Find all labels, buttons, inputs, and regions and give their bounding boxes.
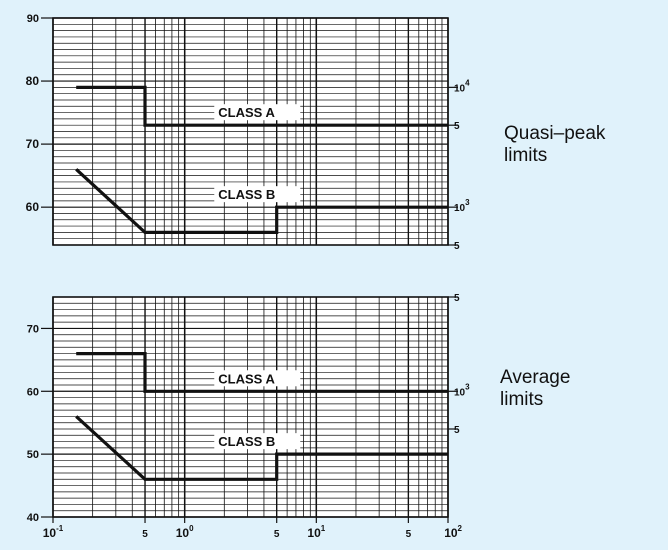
series-label: CLASS A (218, 371, 275, 386)
right-tick-label: 5 (454, 241, 460, 252)
y-tick-label: 70 (26, 137, 40, 151)
y-tick-label: 70 (27, 323, 39, 335)
series-label-bg (214, 370, 301, 387)
series-label-bg (214, 104, 301, 121)
series-label: CLASS B (218, 434, 275, 449)
x-tick-label: 5 (142, 529, 148, 540)
plot-area (53, 297, 448, 517)
series-line-class-a (76, 352, 448, 393)
series-label-bg (214, 186, 301, 203)
right-tick-label: 5 (454, 425, 460, 436)
right-tick-label: 5 (454, 121, 460, 132)
series-line-class-b (75, 168, 448, 234)
series-label: CLASS A (218, 105, 275, 120)
panel-side-label: Quasi–peak limits (504, 123, 606, 166)
right-tick-label: 5 (454, 293, 460, 304)
x-tick-label: 5 (406, 529, 412, 540)
y-tick-label: 50 (27, 449, 39, 461)
panel-side-label: Average limits (500, 367, 570, 410)
y-tick-label: 60 (27, 386, 39, 398)
right-tick-label: 104 (454, 78, 470, 94)
series-line-class-a (76, 85, 448, 127)
x-tick-label: 10-1 (43, 524, 64, 540)
chart-panel-2: 70 60 50 40 5 103 5 CLASS A CLASS B Average limits… (27, 293, 571, 540)
right-tick-label: 103 (454, 382, 470, 398)
x-tick-label: 101 (307, 524, 325, 540)
y-tick-label: 60 (26, 200, 40, 214)
y-tick-label: 90 (27, 13, 39, 25)
y-tick-label: 80 (26, 74, 40, 88)
series-label: CLASS B (218, 187, 275, 202)
y-tick-label: 40 (27, 512, 39, 524)
x-tick-label: 100 (176, 524, 194, 540)
series-line-class-b (75, 415, 448, 481)
x-tick-label: 102 (444, 524, 462, 540)
x-tick-label: 5 (274, 529, 280, 540)
series-label-bg (214, 433, 301, 450)
right-tick-label: 103 (454, 198, 470, 214)
chart-panel-1: 90 80 70 60 104 5 103 5 CLASS A CLASS B Quasi–peak… (26, 13, 606, 252)
plot-frame (52, 17, 449, 246)
plot-frame (52, 296, 449, 518)
